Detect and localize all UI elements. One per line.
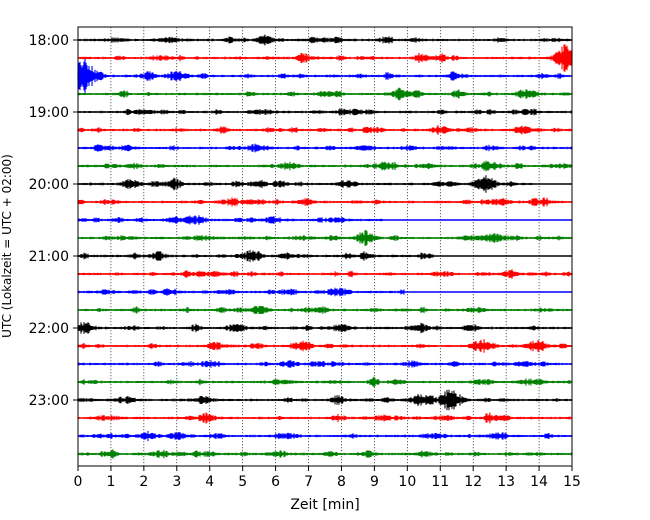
- trace-2045: [77, 230, 573, 246]
- trace-2145: [77, 306, 573, 314]
- trace-2100: [77, 250, 434, 262]
- trace-1915: [77, 125, 573, 135]
- trace-2115: [77, 269, 573, 279]
- x-axis-ticks: 0 1 2 3 4 5 6 7 8 9 10 11 12 13 14 15: [74, 466, 581, 490]
- trace-1900: [77, 108, 573, 116]
- x-tick-label: 9: [370, 474, 379, 490]
- x-tick-label: 1: [106, 474, 115, 490]
- plot-frame: [77, 26, 573, 467]
- trace-2345: [77, 449, 573, 459]
- trace-2315: [77, 412, 573, 424]
- trace-2000: [77, 175, 533, 193]
- x-tick-label: 11: [431, 474, 449, 490]
- trace-2300: [77, 389, 573, 411]
- y-tick-label: 18:00: [29, 33, 69, 49]
- trace-2215: [77, 339, 573, 353]
- x-tick-label: 13: [497, 474, 515, 490]
- trace-1845: [77, 87, 573, 101]
- x-gridlines: [110, 27, 540, 466]
- y-tick-label: 21:00: [29, 249, 69, 265]
- x-tick-label: 7: [304, 474, 313, 490]
- x-tick-label: 15: [563, 474, 581, 490]
- trace-2200: [77, 322, 573, 334]
- trace-1930: [77, 143, 573, 153]
- trace-2230: [77, 360, 573, 368]
- x-tick-label: 5: [238, 474, 247, 490]
- trace-2245: [77, 376, 573, 388]
- y-tick-label: 19:00: [29, 105, 69, 121]
- trace-2330: [77, 430, 573, 442]
- x-tick-label: 3: [172, 474, 181, 490]
- trace-2130: [77, 287, 405, 297]
- x-tick-label: 4: [205, 474, 214, 490]
- x-tick-label: 0: [74, 474, 83, 490]
- y-axis-label: UTC (Lokalzeit = UTC + 02:00): [0, 154, 14, 338]
- y-tick-label: 20:00: [29, 177, 69, 193]
- traces: [77, 34, 573, 459]
- trace-1830: [77, 59, 573, 93]
- trace-1815: [77, 44, 573, 72]
- x-tick-label: 2: [139, 474, 148, 490]
- x-tick-label: 10: [398, 474, 416, 490]
- y-axis-ticks: 18:00 19:00 20:00 21:00 22:00 23:00: [29, 33, 78, 409]
- trace-2015: [77, 197, 573, 207]
- trace-1800: [77, 34, 573, 46]
- x-tick-label: 8: [337, 474, 346, 490]
- y-tick-label: 22:00: [29, 321, 69, 337]
- x-axis-label: Zeit [min]: [290, 497, 359, 513]
- x-tick-label: 12: [464, 474, 482, 490]
- y-tick-label: 23:00: [29, 393, 69, 409]
- x-tick-label: 14: [530, 474, 548, 490]
- x-tick-label: 6: [271, 474, 280, 490]
- trace-1945: [77, 160, 573, 172]
- trace-2030: [77, 215, 385, 225]
